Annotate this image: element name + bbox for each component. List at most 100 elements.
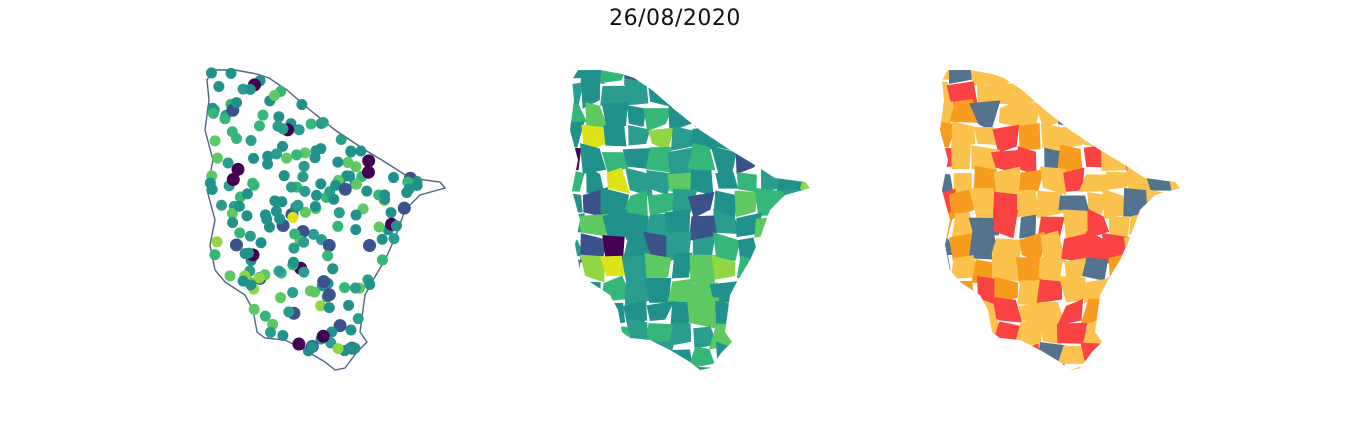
municipality-region	[1123, 122, 1150, 149]
municipality-region	[1151, 125, 1175, 149]
municipality-region	[991, 253, 1020, 282]
municipality-region	[1018, 123, 1041, 150]
station-point	[327, 263, 339, 275]
station-point	[362, 154, 376, 168]
municipality-region	[1166, 149, 1180, 167]
station-point	[376, 254, 388, 266]
station-point	[204, 177, 216, 189]
station-point	[226, 208, 238, 220]
municipality-region	[1103, 274, 1129, 305]
station-point	[239, 248, 251, 260]
station-point	[349, 282, 361, 294]
municipality-region	[1144, 348, 1171, 366]
station-point	[241, 210, 253, 222]
station-point	[244, 230, 256, 242]
station-point	[332, 343, 344, 355]
municipality-region	[940, 365, 955, 370]
municipality-region	[1123, 233, 1152, 259]
station-point	[338, 182, 352, 196]
municipality-region	[1102, 188, 1126, 220]
station-point	[309, 201, 321, 213]
station-point	[322, 250, 334, 262]
municipality-region	[940, 281, 955, 304]
municipality-region	[1171, 363, 1180, 370]
station-point	[255, 237, 267, 249]
municipality-region	[1057, 70, 1084, 79]
municipality-region	[1057, 298, 1084, 326]
municipality-region	[1174, 215, 1180, 239]
station-point	[316, 329, 330, 343]
municipality-region	[1105, 171, 1133, 190]
municipality-region	[1149, 232, 1176, 259]
station-point	[212, 152, 224, 164]
municipality-region	[644, 253, 672, 286]
station-point	[345, 145, 357, 157]
station-point	[273, 265, 285, 277]
municipality-region	[1145, 164, 1176, 191]
municipality-region	[953, 280, 975, 307]
municipality-region	[1167, 70, 1180, 84]
station-point	[281, 152, 293, 164]
station-point	[349, 342, 361, 354]
station-point	[309, 152, 321, 164]
municipality-region	[1087, 191, 1108, 216]
municipality-region	[1151, 70, 1177, 83]
station-point	[225, 67, 237, 79]
station-point	[361, 165, 375, 179]
municipality-region	[646, 301, 675, 321]
municipality-region	[1106, 70, 1133, 82]
municipality-region	[1058, 195, 1090, 212]
station-point	[364, 278, 376, 290]
municipality-region	[973, 126, 997, 146]
municipality-region	[1080, 342, 1110, 368]
station-point	[273, 111, 285, 123]
municipality-region	[1013, 70, 1045, 88]
municipality-region	[993, 209, 1019, 239]
station-point	[283, 306, 295, 318]
station-point	[288, 242, 300, 254]
municipality-region	[628, 125, 651, 146]
municipality-region	[994, 276, 1019, 303]
municipality-region	[1056, 322, 1088, 344]
municipality-region	[1107, 320, 1130, 348]
station-point	[234, 227, 246, 239]
municipality-region	[1124, 254, 1149, 284]
station-point	[272, 120, 284, 132]
municipality-region	[1018, 366, 1041, 370]
municipality-region	[601, 102, 628, 127]
station-point	[361, 185, 373, 197]
municipality-region	[1123, 84, 1151, 107]
municipality-region	[603, 123, 627, 147]
municipality-region	[1081, 70, 1112, 85]
municipality-region	[1168, 253, 1180, 284]
station-point	[219, 113, 231, 125]
municipality-region	[1101, 80, 1133, 108]
municipality-region	[1125, 366, 1154, 370]
municipality-region	[1145, 275, 1175, 304]
station-point	[245, 279, 257, 291]
municipality-region	[1108, 254, 1130, 284]
station-point	[350, 178, 362, 190]
municipality-region	[1128, 318, 1154, 345]
municipality-region	[711, 255, 736, 280]
municipality-region	[993, 166, 1021, 196]
municipality-region	[977, 275, 995, 305]
municipality-region	[948, 369, 978, 370]
municipality-region	[1040, 79, 1067, 101]
municipality-region	[969, 363, 1000, 370]
station-point	[292, 199, 304, 211]
municipality-region	[1101, 342, 1133, 370]
municipality-region	[712, 232, 741, 262]
station-point	[328, 193, 340, 205]
station-point	[333, 207, 345, 219]
municipality-region	[949, 343, 976, 368]
municipality-region	[1016, 189, 1040, 217]
station-point	[305, 118, 317, 130]
station-point	[333, 319, 347, 333]
station-point	[278, 170, 290, 182]
station-point	[297, 171, 309, 183]
municipality-region	[599, 70, 629, 84]
station-point	[287, 211, 299, 223]
station-point	[388, 172, 400, 184]
